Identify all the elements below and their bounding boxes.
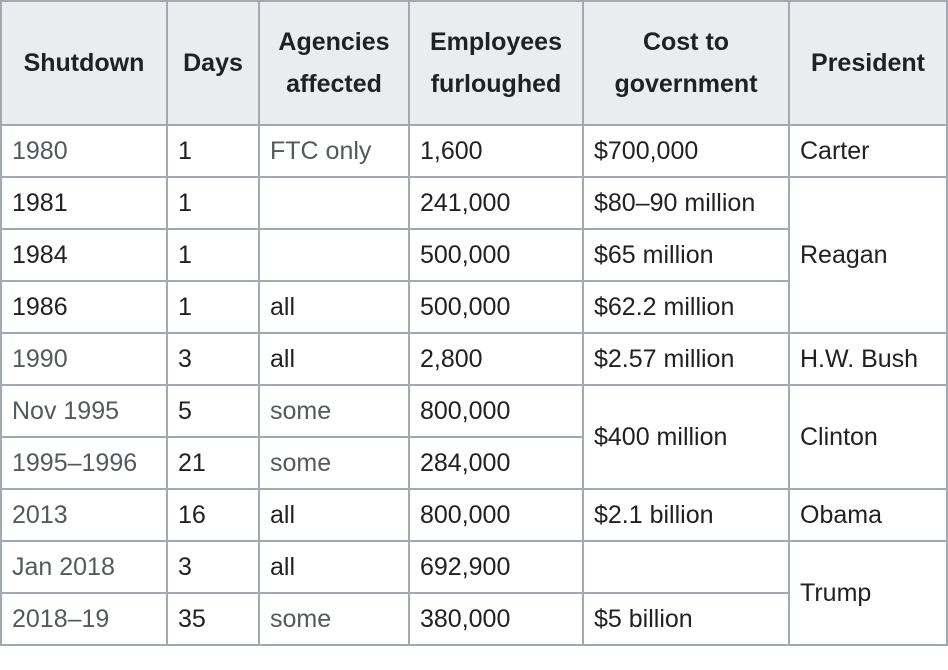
agencies-cell [258,228,410,282]
shutdown-cell: 1981 [0,176,168,230]
shutdown-cell[interactable]: 1990 [0,332,168,386]
agencies-cell[interactable]: some [258,384,410,438]
shutdown-cell[interactable]: 2013 [0,488,168,542]
table-row: 1990 3 all 2,800 $2.57 million H.W. Bush [0,332,948,386]
header-row: Shutdown Days Agencies affected Employee… [0,0,948,126]
days-cell: 5 [166,384,260,438]
days-cell: 1 [166,124,260,178]
shutdown-cell[interactable]: 2018–19 [0,592,168,646]
employees-cell: 800,000 [408,384,584,438]
shutdown-cell[interactable]: 1995–1996 [0,436,168,490]
days-cell: 21 [166,436,260,490]
employees-cell: 1,600 [408,124,584,178]
employees-cell: 800,000 [408,488,584,542]
days-cell: 1 [166,280,260,334]
employees-cell: 380,000 [408,592,584,646]
table-row: 1995–1996 21 some 284,000 [0,436,947,490]
employees-cell: 500,000 [408,280,584,334]
president-cell: Reagan [788,176,948,334]
cost-cell: $2.1 billion [582,488,790,542]
shutdown-cell[interactable]: Jan 2018 [0,540,168,594]
table-row: 1984 1 500,000 $65 million [0,228,947,282]
employees-cell: 692,900 [408,540,584,594]
table-row: 2018–19 35 some 380,000 $5 billion [0,592,947,646]
shutdown-cell: 1984 [0,228,168,282]
days-cell: 1 [166,228,260,282]
table-row: 1980 1 FTC only 1,600 $700,000 Carter [0,124,948,178]
header-agencies-affected: Agencies affected [258,0,410,126]
cost-cell: $400 million [582,384,790,490]
agencies-cell: all [258,332,410,386]
table-row: Nov 1995 5 some 800,000 $400 million Cli… [0,384,948,490]
cost-cell: $62.2 million [582,280,790,334]
cost-cell: $700,000 [582,124,790,178]
shutdowns-table: Shutdown Days Agencies affected Employee… [0,0,948,646]
table-row: 1986 1 all 500,000 $62.2 million [0,280,947,334]
employees-cell: 2,800 [408,332,584,386]
president-cell: Carter [788,124,948,178]
agencies-cell [258,176,410,230]
agencies-cell: all [258,488,410,542]
header-days: Days [166,0,260,126]
shutdown-cell[interactable]: 1980 [0,124,168,178]
agencies-cell[interactable]: some [258,436,410,490]
header-employees-furloughed: Employees furloughed [408,0,584,126]
cost-cell [582,540,790,594]
table-row: Jan 2018 3 all 692,900 Trump [0,540,948,646]
agencies-cell: all [258,540,410,594]
employees-cell: 284,000 [408,436,584,490]
agencies-cell: all [258,280,410,334]
days-cell: 3 [166,540,260,594]
president-cell: Obama [788,488,948,542]
shutdown-cell[interactable]: Nov 1995 [0,384,168,438]
table-row: 1981 1 241,000 $80–90 million Reagan [0,176,948,334]
agencies-cell[interactable]: FTC only [258,124,410,178]
president-cell: H.W. Bush [788,332,948,386]
agencies-cell[interactable]: some [258,592,410,646]
header-cost-to-government: Cost to government [582,0,790,126]
days-cell: 1 [166,176,260,230]
employees-cell: 500,000 [408,228,584,282]
cost-cell: $2.57 million [582,332,790,386]
president-cell: Trump [788,540,948,646]
cost-cell: $80–90 million [582,176,790,230]
cost-cell: $5 billion [582,592,790,646]
header-president: President [788,0,948,126]
table-row: 2013 16 all 800,000 $2.1 billion Obama [0,488,948,542]
days-cell: 3 [166,332,260,386]
days-cell: 16 [166,488,260,542]
shutdown-cell: 1986 [0,280,168,334]
president-cell: Clinton [788,384,948,490]
days-cell: 35 [166,592,260,646]
cost-cell: $65 million [582,228,790,282]
header-shutdown: Shutdown [0,0,168,126]
employees-cell: 241,000 [408,176,584,230]
